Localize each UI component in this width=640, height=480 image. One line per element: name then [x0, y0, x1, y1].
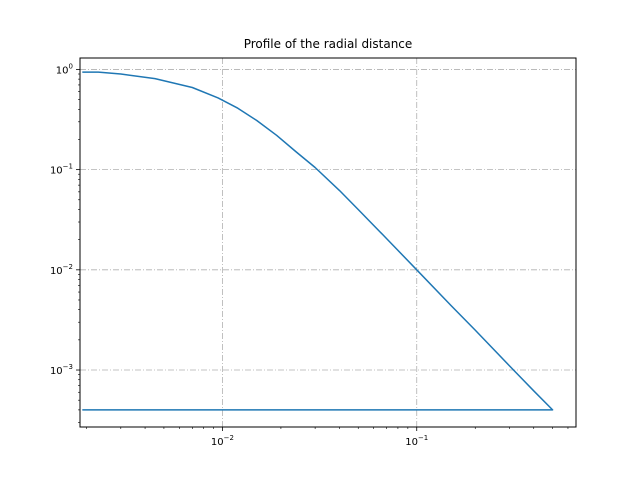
- series-layer: [82, 71, 554, 411]
- axes-frame: [79, 57, 577, 428]
- y-tick-label: 10−1: [50, 163, 73, 177]
- y-tick-label: 10−2: [50, 263, 73, 277]
- tick-layer: 10−2 10−1 10−3 10−2 10−1 100: [50, 62, 569, 448]
- y-tick-label: 10−3: [50, 363, 73, 377]
- y-tick-label: 100: [56, 62, 73, 76]
- chart-title: Profile of the radial distance: [244, 37, 413, 51]
- x-tick-label: 10−2: [211, 434, 234, 448]
- series-line-0: [82, 71, 554, 411]
- x-tick-label: 10−1: [405, 434, 428, 448]
- grid-lines: [80, 58, 576, 427]
